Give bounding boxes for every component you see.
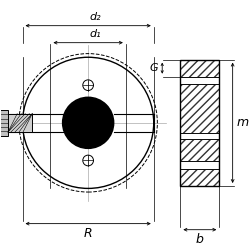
Bar [180,60,219,76]
Bar [180,133,219,139]
Bar [180,76,219,84]
Bar [180,60,219,186]
Bar [180,60,219,76]
Bar [180,84,219,133]
Text: d₁: d₁ [90,29,101,39]
Bar [8,114,32,132]
Bar [180,84,219,133]
Text: m: m [236,116,248,129]
Text: R: R [84,227,92,240]
Text: d₂: d₂ [90,12,101,22]
Text: b: b [196,233,204,246]
Text: G: G [150,63,158,73]
Circle shape [22,57,154,188]
Bar [180,139,219,161]
Circle shape [63,97,114,148]
Bar [180,139,219,161]
Bar [180,161,219,169]
Bar [180,169,219,186]
Bar [0,110,8,136]
Bar [180,169,219,186]
